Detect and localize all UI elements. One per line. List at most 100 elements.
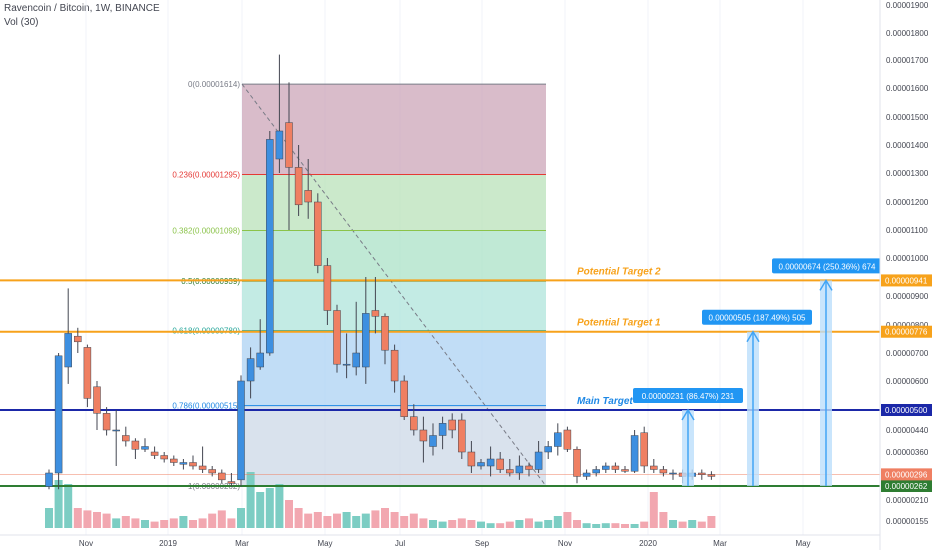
volume-bars xyxy=(45,472,716,528)
fibonacci-retracement[interactable]: 0(0.00001614) 0.236(0.00001295) 0.382(0.00… xyxy=(172,80,547,491)
volume-bar xyxy=(102,513,111,528)
candle-body xyxy=(160,455,168,460)
price-tag xyxy=(881,325,932,338)
price-tag-label: 0.00000296 xyxy=(885,470,928,479)
fib-level-label: 0(0.00001614) xyxy=(188,80,240,89)
candle-body xyxy=(496,458,504,470)
symbol-title: Ravencoin / Bitcoin, 1W, BINANCE xyxy=(4,3,160,14)
candle-body xyxy=(122,435,130,442)
candle-body xyxy=(141,446,149,450)
volume-bar xyxy=(121,516,130,528)
candle-body xyxy=(102,413,111,431)
price-tick-label: 0.00000440 xyxy=(886,426,929,435)
volume-bar xyxy=(313,512,322,528)
candle-body xyxy=(563,429,572,450)
volume-bar xyxy=(467,520,476,528)
candle-body xyxy=(131,440,140,450)
price-tick-label: 0.00001500 xyxy=(886,113,929,122)
volume-bar xyxy=(179,516,188,528)
volume-bar xyxy=(141,520,149,528)
volume-bar xyxy=(54,480,63,528)
price-axis: 0.00001900 0.00001800 0.00001700 0.00001600… xyxy=(879,0,932,550)
candle-body xyxy=(371,310,380,317)
candle-body xyxy=(534,451,543,470)
price-tick-label: 0.00000360 xyxy=(886,448,929,457)
volume-bar xyxy=(688,520,697,528)
candle-body xyxy=(256,352,264,368)
volume-bar xyxy=(707,516,716,528)
fib-zone xyxy=(242,174,546,231)
candle-body xyxy=(611,465,620,470)
candle-body xyxy=(458,419,466,453)
price-tick-label: 0.00001400 xyxy=(886,141,929,150)
volume-indicator-label[interactable]: Vol (30) xyxy=(4,17,39,28)
price-tick-label: 0.00001800 xyxy=(886,29,929,38)
volume-bar xyxy=(64,484,73,528)
time-tick-label: Jul xyxy=(395,539,405,548)
candle-body xyxy=(477,462,485,467)
volume-bar xyxy=(189,520,197,528)
volume-bar xyxy=(438,521,447,528)
candle-body xyxy=(198,465,207,470)
time-tick-label: 2020 xyxy=(639,539,657,548)
price-tag-label: 0.00000500 xyxy=(885,406,928,415)
volume-bar xyxy=(429,520,437,528)
candle-body xyxy=(179,462,188,465)
volume-bar xyxy=(563,512,572,528)
volume-bar xyxy=(525,518,533,528)
candle-body xyxy=(698,472,706,475)
candle-body xyxy=(390,349,399,382)
volume-bar xyxy=(515,520,524,528)
time-tick-label: May xyxy=(795,539,810,548)
time-tick-label: Nov xyxy=(558,539,572,548)
fib-zone xyxy=(242,281,546,331)
candle-body xyxy=(362,313,370,368)
target-label-text: 0.00000231 (86.47%) 231 xyxy=(642,392,735,401)
volume-bar xyxy=(659,512,668,528)
price-tick-label: 0.00000800 xyxy=(886,321,929,330)
time-tick-label: Sep xyxy=(475,539,490,548)
volume-bar xyxy=(169,518,178,528)
time-tick-label: Nov xyxy=(79,539,93,548)
time-tick-label: May xyxy=(317,539,332,548)
volume-bar xyxy=(323,516,332,528)
price-tick-label: 0.00001600 xyxy=(886,84,929,93)
candle-body xyxy=(323,265,332,311)
candle-body xyxy=(218,472,226,481)
volume-bar xyxy=(505,521,514,528)
candle-body xyxy=(410,416,418,431)
volume-bar xyxy=(285,500,293,528)
volume-bar xyxy=(448,520,457,528)
volume-bar xyxy=(333,513,341,528)
candle-body xyxy=(45,472,53,487)
volume-bar xyxy=(304,513,313,528)
time-tick-label: 2019 xyxy=(159,539,177,548)
volume-bar xyxy=(246,472,255,528)
candle-body xyxy=(573,449,581,477)
candle-body xyxy=(525,465,533,470)
target-title: Main Target xyxy=(577,396,633,407)
candle-body xyxy=(640,432,648,467)
volume-bar xyxy=(381,508,389,528)
candle-body xyxy=(150,451,159,456)
fib-level-label: 0.236(0.00001295) xyxy=(172,170,240,179)
price-tag xyxy=(881,480,932,492)
volume-bar xyxy=(544,520,553,528)
price-tick-label: 0.00000210 xyxy=(886,496,929,505)
volume-bar xyxy=(601,523,610,528)
volume-bar xyxy=(400,516,409,528)
price-tick-label: 0.00001700 xyxy=(886,56,929,65)
volume-bar xyxy=(198,518,207,528)
volume-bar xyxy=(227,518,236,528)
price-tick-label: 0.00000155 xyxy=(886,517,929,526)
candle-body xyxy=(381,316,389,351)
volume-bar xyxy=(640,521,649,528)
candle-body xyxy=(400,380,408,417)
price-tag-label: 0.00000941 xyxy=(885,276,928,285)
volume-bar xyxy=(419,518,428,528)
candle-body xyxy=(630,435,639,472)
candle-body xyxy=(438,423,447,436)
candle-body xyxy=(237,380,245,481)
candle-body xyxy=(246,358,255,382)
